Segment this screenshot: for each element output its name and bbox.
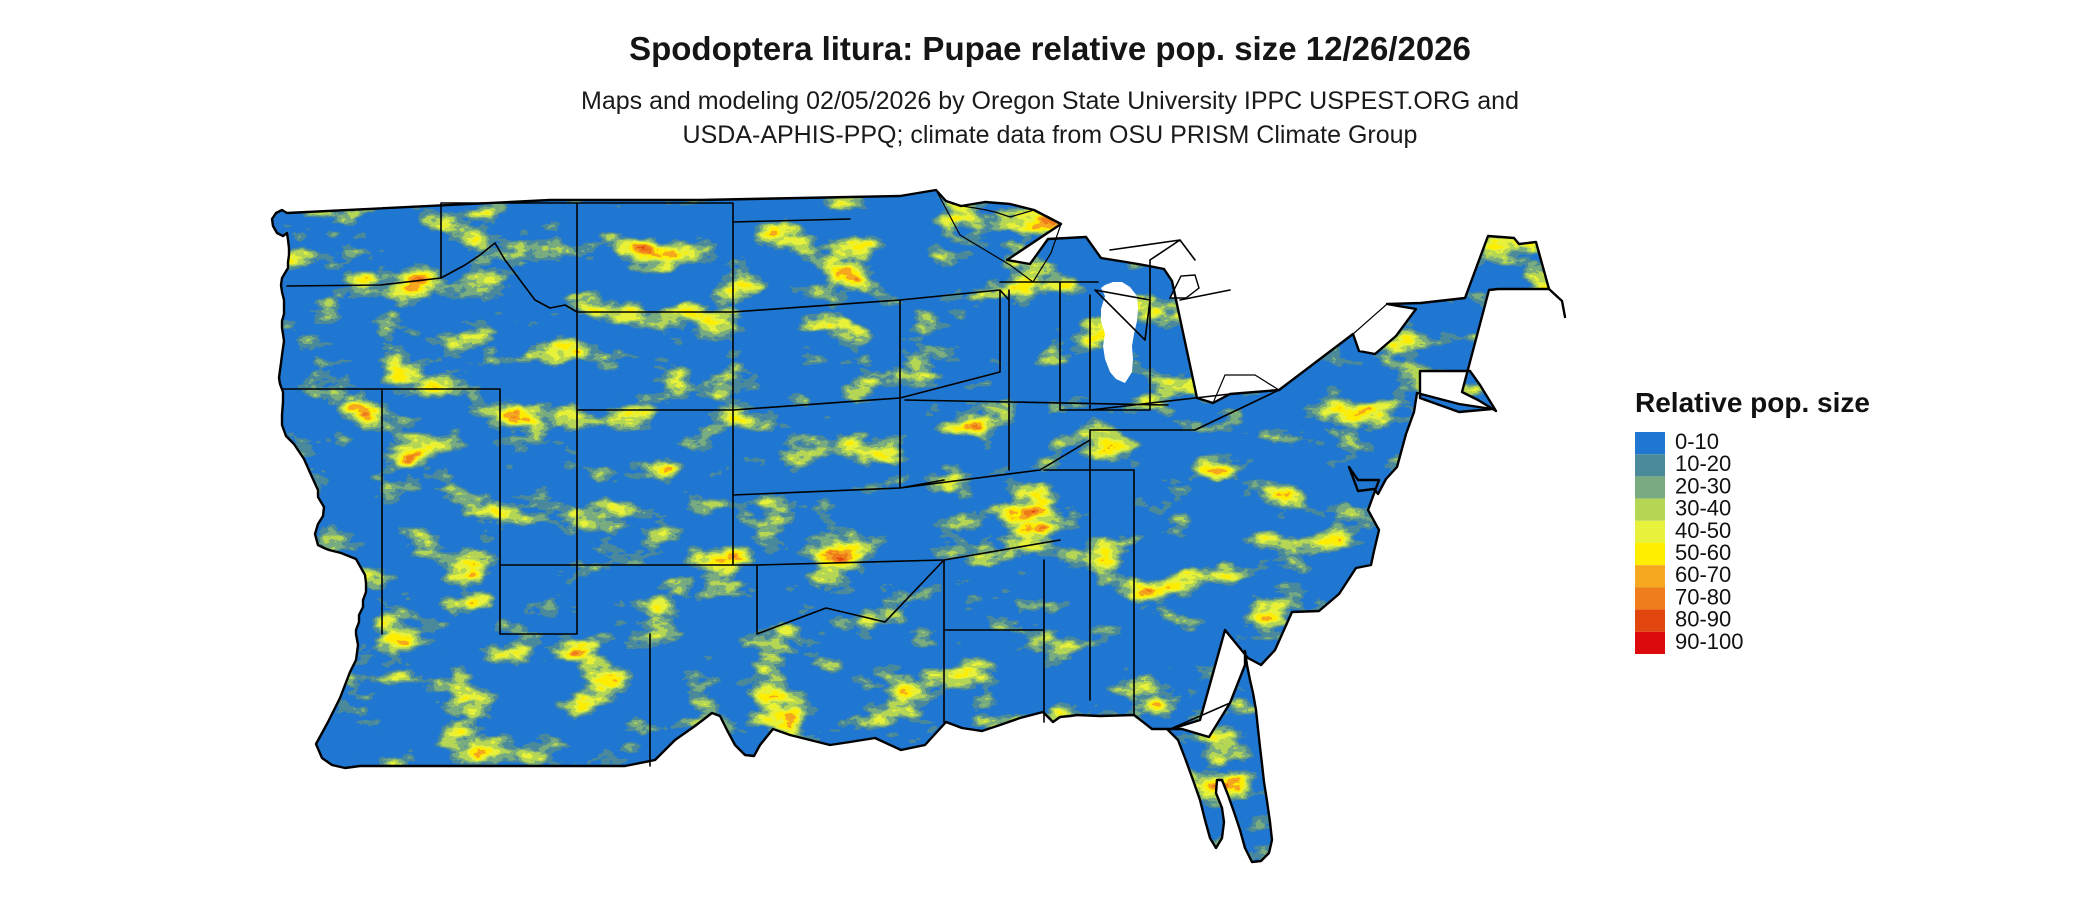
- svg-text:90-100: 90-100: [1675, 629, 1744, 654]
- svg-text:Relative pop. size: Relative pop. size: [1635, 387, 1870, 418]
